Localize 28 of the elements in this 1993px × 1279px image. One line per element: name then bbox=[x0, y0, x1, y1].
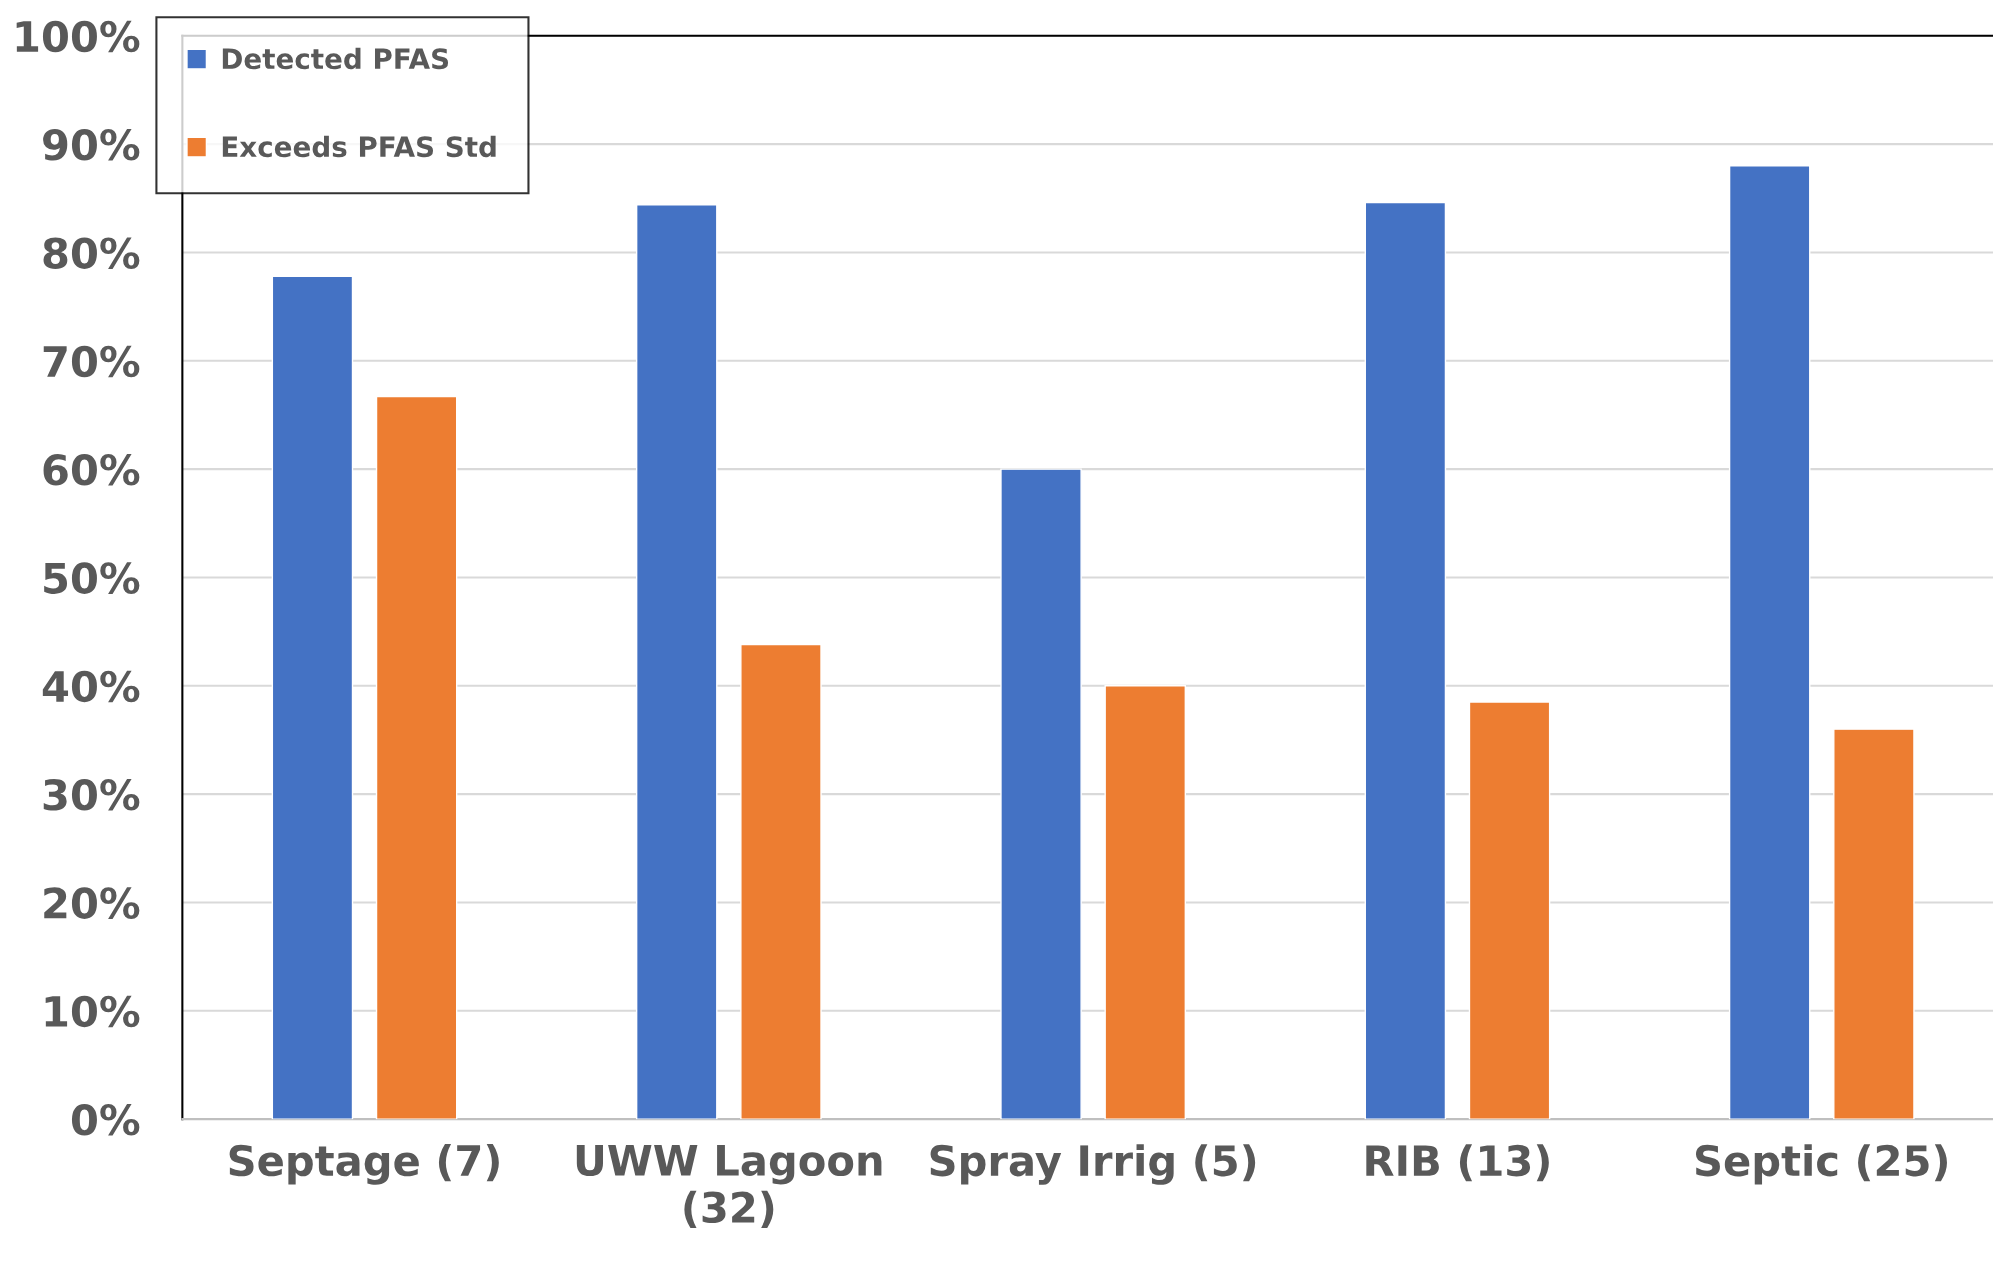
y-tick-label: 50% bbox=[44, 562, 140, 594]
bar bbox=[1468, 701, 1551, 1120]
y-tick-label: 80% bbox=[43, 237, 140, 269]
bar bbox=[375, 395, 458, 1120]
bar bbox=[1833, 728, 1915, 1120]
x-tick-label: Septage (7) bbox=[229, 1144, 499, 1185]
bar bbox=[740, 643, 822, 1120]
y-tick-label: 10% bbox=[45, 995, 140, 1028]
x-tick-label: UWW Lagoon (32) bbox=[576, 1145, 882, 1228]
x-tick-label: Septic (25) bbox=[1695, 1144, 1947, 1185]
x-tick-label: RIB (13) bbox=[1366, 1144, 1549, 1182]
legend-label: Exceeds PFAS Std bbox=[222, 135, 496, 158]
bar bbox=[1728, 165, 1811, 1120]
legend-label: Detected PFAS bbox=[222, 47, 449, 70]
y-tick-label: 90% bbox=[43, 129, 140, 161]
y-tick-label: 20% bbox=[44, 887, 140, 919]
bar bbox=[1364, 201, 1447, 1120]
bar bbox=[635, 204, 718, 1120]
x-tick-label: Spray Irrig (5) bbox=[930, 1144, 1256, 1185]
bar bbox=[1000, 468, 1082, 1120]
y-tick-label: 40% bbox=[42, 670, 140, 703]
bar bbox=[271, 275, 354, 1120]
y-tick-label: 70% bbox=[43, 345, 140, 378]
y-tick-label: 0% bbox=[71, 1104, 140, 1136]
y-tick-label: 100% bbox=[16, 20, 140, 53]
bar bbox=[1104, 685, 1187, 1120]
y-tick-label: 30% bbox=[43, 779, 140, 811]
y-tick-label: 60% bbox=[43, 454, 140, 486]
